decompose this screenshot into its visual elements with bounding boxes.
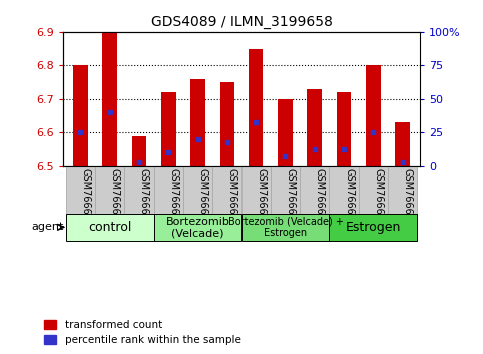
Legend: transformed count, percentile rank within the sample: transformed count, percentile rank withi…: [44, 320, 241, 345]
Text: agent: agent: [31, 222, 63, 232]
Bar: [388, 166, 417, 214]
Text: GSM766678: GSM766678: [139, 168, 149, 227]
Bar: [220, 82, 234, 166]
Bar: [329, 166, 359, 214]
Text: control: control: [88, 221, 131, 234]
Text: GSM766681: GSM766681: [403, 168, 412, 227]
Text: GSM766680: GSM766680: [373, 168, 384, 227]
Text: GSM766682: GSM766682: [168, 168, 178, 227]
Bar: [161, 92, 176, 166]
Bar: [124, 166, 154, 214]
Text: GSM766679: GSM766679: [344, 168, 354, 227]
Bar: [329, 214, 417, 241]
Bar: [242, 214, 329, 241]
Text: GSM766683: GSM766683: [198, 168, 208, 227]
Bar: [278, 99, 293, 166]
Text: GSM766677: GSM766677: [110, 168, 120, 227]
Bar: [212, 166, 242, 214]
Text: GSM766685: GSM766685: [256, 168, 266, 227]
Title: GDS4089 / ILMN_3199658: GDS4089 / ILMN_3199658: [151, 16, 332, 29]
Bar: [102, 32, 117, 166]
Text: GSM766686: GSM766686: [285, 168, 296, 227]
Bar: [366, 65, 381, 166]
Bar: [183, 166, 212, 214]
Bar: [307, 89, 322, 166]
Bar: [132, 136, 146, 166]
Bar: [95, 166, 124, 214]
Bar: [300, 166, 329, 214]
Text: Estrogen: Estrogen: [346, 221, 401, 234]
Bar: [359, 166, 388, 214]
Bar: [337, 92, 351, 166]
Bar: [190, 79, 205, 166]
Text: Bortezomib
(Velcade): Bortezomib (Velcade): [166, 217, 229, 238]
Bar: [73, 65, 88, 166]
Bar: [66, 166, 95, 214]
Bar: [66, 214, 154, 241]
Bar: [154, 166, 183, 214]
Text: GSM766684: GSM766684: [227, 168, 237, 227]
Bar: [154, 214, 242, 241]
Bar: [249, 48, 263, 166]
Bar: [395, 122, 410, 166]
Bar: [242, 166, 271, 214]
Bar: [271, 166, 300, 214]
Text: Bortezomib (Velcade) +
Estrogen: Bortezomib (Velcade) + Estrogen: [227, 217, 343, 238]
Text: GSM766687: GSM766687: [315, 168, 325, 227]
Text: GSM766676: GSM766676: [80, 168, 90, 227]
